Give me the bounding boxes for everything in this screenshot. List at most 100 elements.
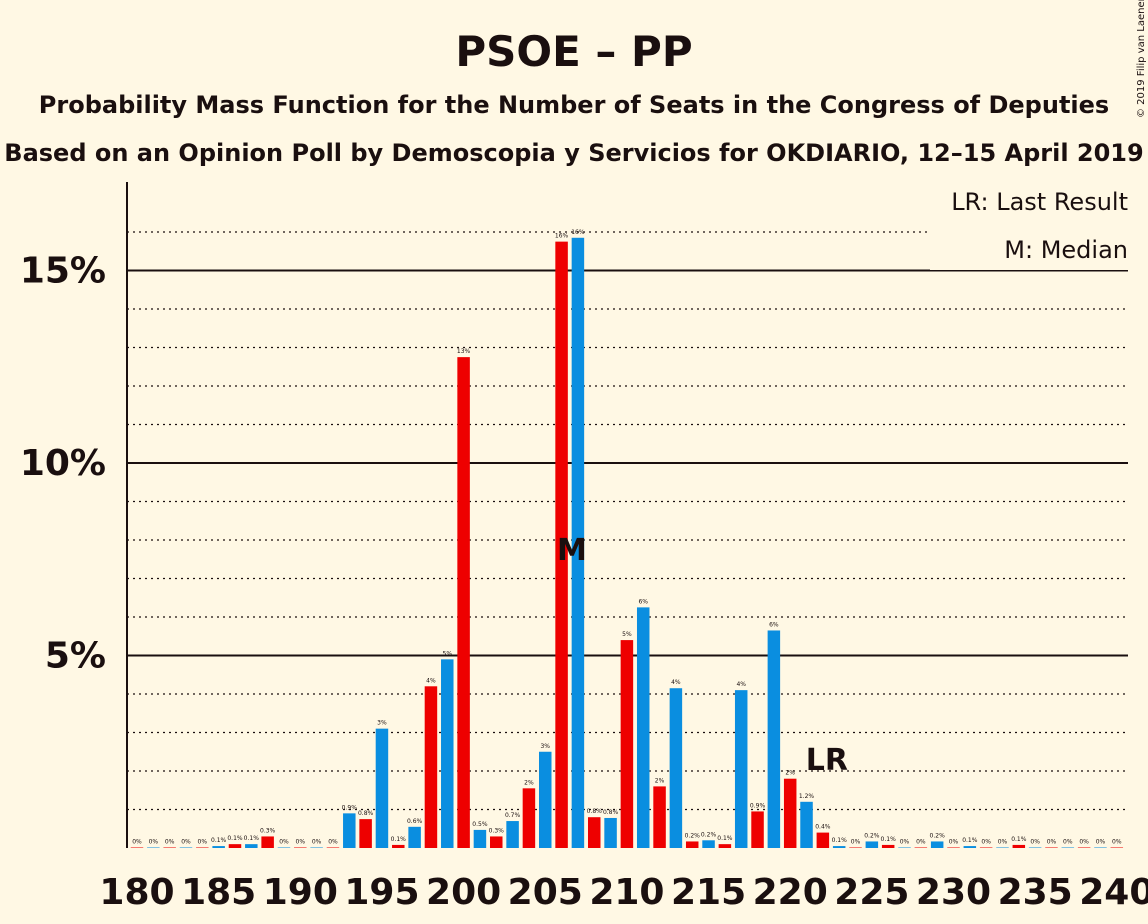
y-tick-label: 10% xyxy=(20,443,106,484)
bar-seat-238 xyxy=(1077,847,1091,848)
bar-value-label: 0% xyxy=(1030,839,1040,846)
bar-seat-217 xyxy=(734,690,748,848)
bar-value-label: 0.3% xyxy=(260,827,276,834)
bar-seat-199 xyxy=(441,659,454,848)
x-tick-label: 190 xyxy=(263,872,338,913)
bar-value-label: 0.1% xyxy=(227,835,243,842)
bar-seat-232 xyxy=(979,847,993,848)
bar-seat-182 xyxy=(163,847,176,848)
bars xyxy=(130,237,1124,848)
bar-value-label: 0.1% xyxy=(1011,836,1027,843)
bar-value-label: 0% xyxy=(949,839,959,846)
bar-value-label: 5% xyxy=(622,631,632,638)
bar-seat-230 xyxy=(947,847,960,848)
bar-seat-187 xyxy=(245,844,258,848)
bar-value-label: 1.2% xyxy=(799,793,815,800)
bar-value-label: 0% xyxy=(1079,839,1089,846)
chart-title: PSOE – PP xyxy=(455,27,692,76)
bar-value-label: 4% xyxy=(426,677,436,684)
bar-seat-225 xyxy=(865,841,879,848)
bar-seat-227 xyxy=(898,847,911,848)
bar-seat-197 xyxy=(408,826,421,848)
bar-seat-212 xyxy=(653,786,666,848)
bar-value-label: 2% xyxy=(785,770,795,777)
bar-seat-209 xyxy=(604,817,617,848)
bar-seat-191 xyxy=(310,847,323,848)
bar-value-label: 0% xyxy=(279,839,289,846)
bar-value-label: 0% xyxy=(916,839,926,846)
bar-value-label: 0.1% xyxy=(832,837,848,844)
x-tick-label: 235 xyxy=(998,872,1073,913)
bar-seat-205 xyxy=(539,751,552,848)
gridlines xyxy=(127,231,1128,811)
x-tick-label: 185 xyxy=(181,872,256,913)
bar-seat-201 xyxy=(473,829,487,848)
bar-value-label: 3% xyxy=(540,743,550,750)
bar-value-label: 6% xyxy=(769,621,779,628)
bar-value-label: 0% xyxy=(1096,839,1106,846)
bar-value-label: 0% xyxy=(1112,839,1122,846)
bar-seat-192 xyxy=(326,847,340,848)
bar-seat-231 xyxy=(963,846,977,848)
bar-value-label: 0.2% xyxy=(701,831,717,838)
x-tick-label: 230 xyxy=(916,872,991,913)
chart-subtitle-source: Based on an Opinion Poll by Demoscopia y… xyxy=(4,139,1143,167)
bar-value-label: 0% xyxy=(1047,839,1057,846)
bar-seat-235 xyxy=(1028,847,1042,848)
bar-value-label: 6% xyxy=(638,598,648,605)
bar-value-label: 0.7% xyxy=(505,812,521,819)
bar-seat-213 xyxy=(669,688,683,848)
y-tick-label: 15% xyxy=(20,251,106,292)
bar-value-label: 0.1% xyxy=(881,836,897,843)
bar-value-label: 0% xyxy=(981,839,991,846)
bar-value-label: 3% xyxy=(377,720,387,727)
legend-background xyxy=(930,180,1140,270)
bar-seat-226 xyxy=(881,844,895,848)
bar-seat-194 xyxy=(359,819,372,848)
bar-seat-215 xyxy=(702,840,715,848)
bar-seat-206 xyxy=(555,241,568,848)
bar-value-label: 16% xyxy=(555,233,569,240)
bar-seat-207 xyxy=(571,237,585,848)
bar-seat-190 xyxy=(294,847,307,848)
bar-value-label: 0.1% xyxy=(962,837,978,844)
bar-value-label: 5% xyxy=(443,650,453,657)
bar-labels: 0% 0% 0% 0% 0% 0.1% 0.1% 0.1%0.3%0% 0% 0% 0%0.9%0.… xyxy=(132,229,1122,846)
x-tick-label: 205 xyxy=(508,872,583,913)
bar-value-label: 0.2% xyxy=(685,832,701,839)
bar-seat-204 xyxy=(522,788,536,848)
x-tick-label: 195 xyxy=(344,872,419,913)
bar-value-label: 0% xyxy=(181,839,191,846)
bar-seat-183 xyxy=(179,847,193,848)
bar-seat-203 xyxy=(506,821,519,848)
bar-seat-234 xyxy=(1012,844,1026,848)
bar-seat-236 xyxy=(1045,847,1058,848)
bar-value-label: 0.8% xyxy=(603,809,619,816)
bar-seat-239 xyxy=(1094,847,1107,848)
bar-seat-195 xyxy=(375,728,389,848)
bar-value-label: 0.2% xyxy=(930,832,946,839)
bar-value-label: 0.1% xyxy=(244,835,260,842)
x-tick-label: 200 xyxy=(426,872,501,913)
bar-seat-181 xyxy=(147,847,160,848)
bar-seat-216 xyxy=(718,844,732,848)
legend-median: M: Median xyxy=(1004,236,1128,264)
bar-value-label: 2% xyxy=(655,777,665,784)
bar-seat-221 xyxy=(800,801,813,848)
bar-seat-214 xyxy=(685,841,699,848)
x-tick-label: 180 xyxy=(99,872,174,913)
bar-value-label: 0.5% xyxy=(472,821,488,828)
y-axis-ticks: 5% 10% 15% xyxy=(20,251,106,677)
bar-seat-185 xyxy=(212,846,225,848)
bar-seat-193 xyxy=(343,813,356,848)
bar-value-label: 0.1% xyxy=(391,836,407,843)
bar-value-label: 0% xyxy=(851,839,861,846)
bar-value-label: 0.9% xyxy=(342,804,358,811)
bar-value-label: 0.8% xyxy=(358,810,374,817)
bar-value-label: 0.4% xyxy=(815,824,831,831)
bar-value-label: 0.6% xyxy=(407,818,423,825)
bar-value-label: 0.3% xyxy=(489,827,505,834)
bar-seat-211 xyxy=(636,607,650,848)
bar-value-label: 2% xyxy=(524,779,534,786)
x-tick-label: 220 xyxy=(753,872,828,913)
